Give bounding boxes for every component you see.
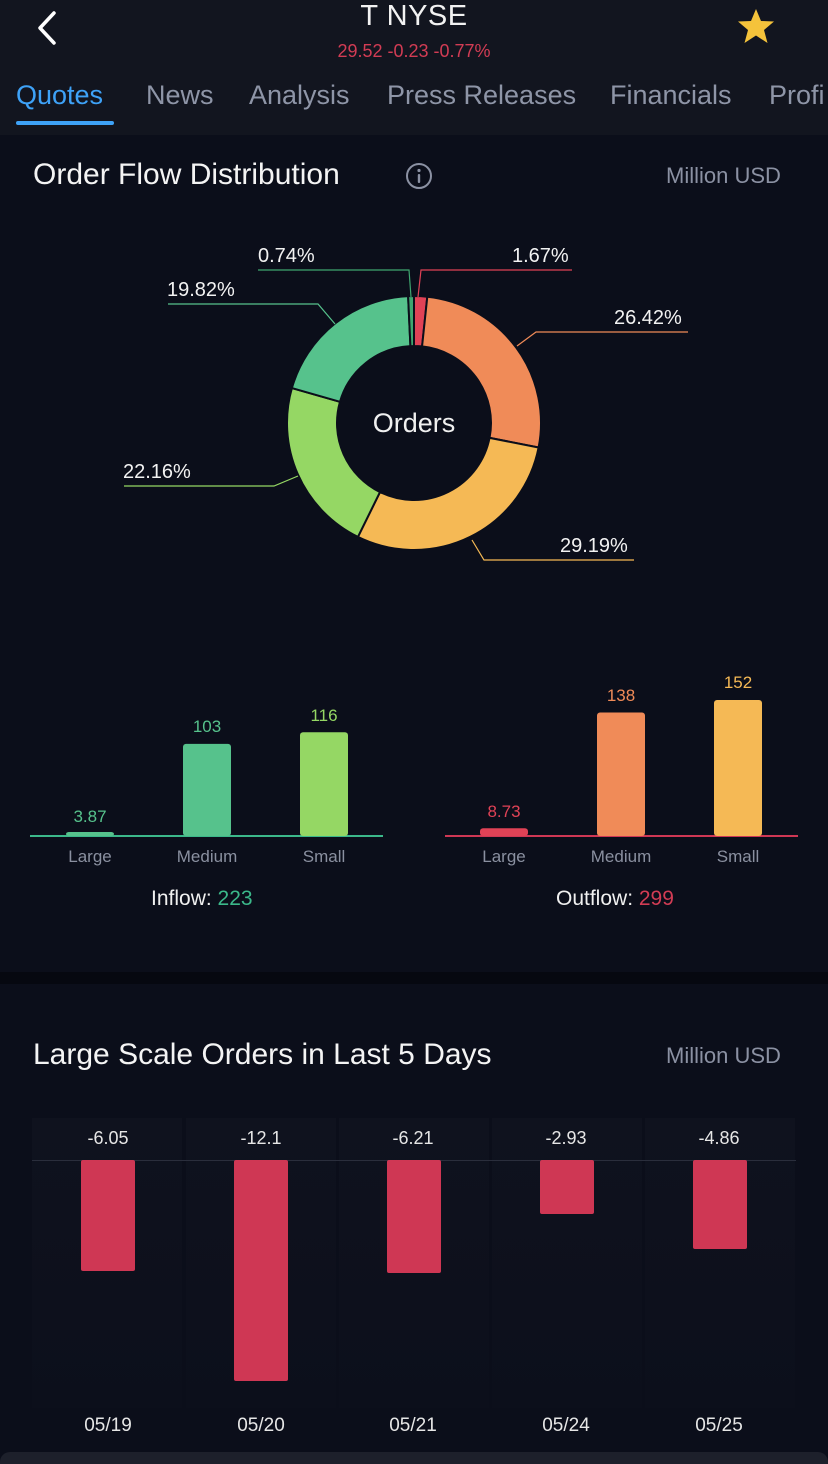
tab-news[interactable]: News	[146, 80, 214, 110]
donut-slice-large-inflow	[407, 294, 415, 348]
day-bar-0519	[81, 1160, 135, 1271]
slice-label-medium-inflow: 19.82%	[167, 279, 235, 301]
inflow-small-value: 116	[310, 706, 338, 725]
inflow-bar-large	[66, 832, 114, 836]
inflow-medium-label: Medium	[176, 847, 238, 866]
leader-line-slice-2	[516, 331, 688, 347]
star-icon	[738, 9, 774, 43]
inflow-bar-small	[300, 732, 348, 836]
day-label-0524: 05/24	[542, 1415, 590, 1436]
outflow-summary: Outflow: 299	[556, 887, 674, 911]
order-flow-unit: Million USD	[666, 163, 781, 188]
card-divider	[0, 972, 828, 984]
donut-center-label: Orders	[372, 408, 456, 438]
outflow-total: 299	[638, 887, 674, 910]
large-orders-title: Large Scale Orders in Last 5 Days	[33, 1038, 492, 1071]
slice-label-small-outflow: 29.19%	[560, 535, 628, 557]
order-flow-donut-chart	[124, 269, 688, 561]
outflow-large-label: Large	[482, 847, 526, 866]
leader-line-slice-4	[124, 475, 299, 487]
day-bar-0521	[387, 1160, 441, 1274]
order-flow-card	[0, 135, 828, 972]
header: T NYSE 29.52 -0.23 -0.77% Quotes News An…	[0, 0, 828, 135]
day-bar-0520	[234, 1160, 288, 1381]
slice-label-small-inflow: 22.16%	[123, 461, 191, 483]
slice-label-medium-outflow: 26.42%	[614, 307, 682, 329]
favorite-button[interactable]	[734, 6, 778, 46]
day-value-0519: -6.05	[87, 1128, 129, 1148]
inflow-small-label: Small	[302, 847, 346, 866]
leader-line-slice-3	[471, 539, 634, 561]
order-flow-title: Order Flow Distribution	[33, 158, 340, 191]
outflow-small-label: Small	[716, 847, 760, 866]
price-quote: 29.52 -0.23 -0.77%	[337, 41, 491, 61]
active-tab-indicator	[16, 121, 114, 125]
inflow-medium-value: 103	[192, 717, 222, 736]
bottom-sheet-handle	[0, 1452, 828, 1464]
donut-slice-small-outflow	[356, 436, 540, 551]
day-bar-0525	[693, 1160, 747, 1249]
inflow-large-label: Large	[68, 847, 112, 866]
day-value-0520: -12.1	[240, 1128, 282, 1148]
day-value-0524: -2.93	[545, 1128, 587, 1148]
large-orders-unit: Million USD	[666, 1043, 781, 1068]
inflow-outflow-bar-chart	[30, 700, 798, 837]
day-bar-0524	[540, 1160, 594, 1214]
tab-press-releases[interactable]: Press Releases	[387, 80, 577, 110]
leader-line-slice-5	[168, 303, 336, 325]
back-button[interactable]	[30, 8, 66, 48]
inflow-bar-medium	[183, 743, 231, 836]
slice-label-large-outflow: 1.67%	[512, 245, 569, 267]
chevron-left-icon	[38, 11, 56, 45]
outflow-bar-large	[480, 828, 528, 836]
inflow-large-value: 3.87	[73, 807, 107, 826]
outflow-label: Outflow:	[556, 887, 634, 910]
tab-financials[interactable]: Financials	[610, 80, 732, 110]
outflow-medium-label: Medium	[590, 847, 652, 866]
page-title: T NYSE	[360, 0, 468, 32]
day-label-0520: 05/20	[237, 1415, 285, 1436]
tab-quotes[interactable]: Quotes	[16, 80, 104, 110]
outflow-bar-small	[714, 700, 762, 836]
info-icon[interactable]	[405, 162, 433, 190]
leader-line-slice-6	[258, 269, 412, 298]
leader-line-slice-1	[417, 269, 572, 298]
outflow-medium-value: 138	[606, 686, 636, 705]
inflow-total: 223	[217, 887, 253, 910]
day-label-0525: 05/25	[695, 1415, 743, 1436]
day-value-0521: -6.21	[392, 1128, 434, 1148]
outflow-small-value: 152	[723, 673, 753, 692]
inflow-summary: Inflow: 223	[151, 887, 253, 911]
day-value-0525: -4.86	[698, 1128, 740, 1148]
donut-slice-medium-outflow	[420, 295, 542, 449]
slice-label-large-inflow: 0.74%	[258, 245, 315, 267]
day-label-0521: 05/21	[389, 1415, 437, 1436]
tab-profile[interactable]: Profi	[769, 80, 825, 110]
outflow-bar-medium	[597, 712, 645, 836]
tab-analysis[interactable]: Analysis	[249, 80, 350, 110]
tab-bar: Quotes News Analysis Press Releases Fina…	[0, 80, 828, 128]
outflow-large-value: 8.73	[487, 802, 521, 821]
inflow-label: Inflow:	[151, 887, 212, 910]
day-label-0519: 05/19	[84, 1415, 132, 1436]
